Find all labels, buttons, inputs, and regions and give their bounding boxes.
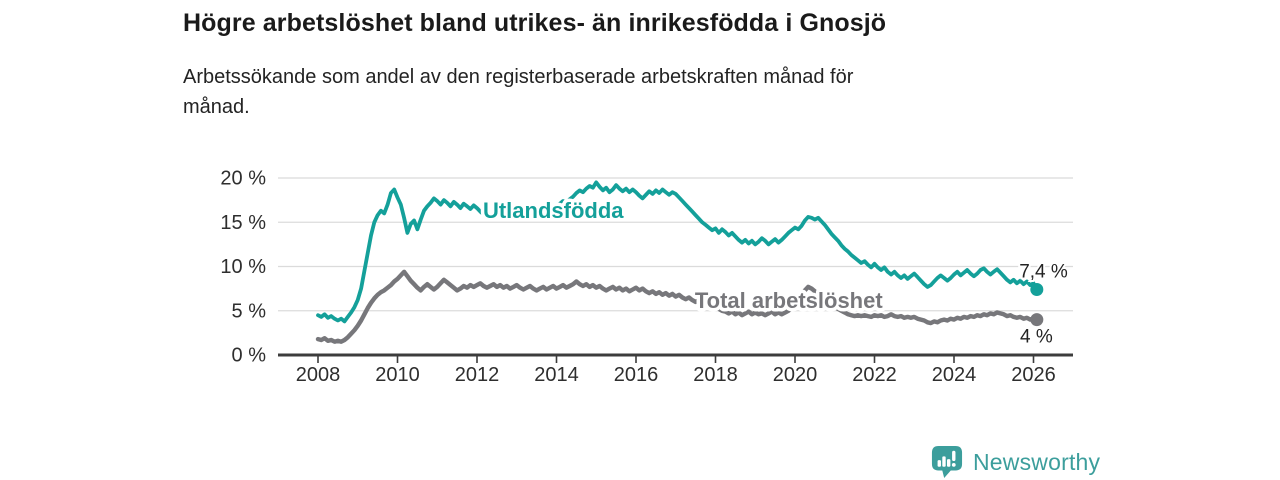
series-end-value-label-utlandsfodda: 7,4 % <box>1019 262 1068 283</box>
x-axis-tick-label-2016: 2016 <box>614 364 659 386</box>
x-axis-tick-label-2024: 2024 <box>932 364 977 386</box>
newsworthy-logo: Newsworthy <box>931 445 1100 479</box>
series-end-dot-total-arbetsloshet <box>1030 313 1044 327</box>
y-axis-tick-label-20-: 20 % <box>220 168 266 190</box>
y-axis-tick-label-0-: 0 % <box>232 345 267 367</box>
x-axis-tick-label-2022: 2022 <box>852 364 897 386</box>
series-end-dot-utlandsfodda <box>1030 283 1044 297</box>
x-axis-tick-label-2020: 2020 <box>773 364 818 386</box>
y-axis-tick-label-15-: 15 % <box>220 212 266 234</box>
x-axis-tick-label-2026: 2026 <box>1011 364 1056 386</box>
bar-chart-speech-bubble-icon <box>931 446 963 478</box>
newsworthy-logo-text: Newsworthy <box>973 448 1101 475</box>
series-label-utlandsfodda: Utlandsfödda <box>483 198 624 223</box>
chart-subtitle-line-1: Arbetssökande som andel av den registerb… <box>183 66 854 88</box>
y-axis-tick-label-5-: 5 % <box>232 300 267 322</box>
x-axis-tick-label-2008: 2008 <box>296 364 341 386</box>
series-end-value-label-total-arbetsloshet: 4 % <box>1020 327 1053 348</box>
chart-title: Högre arbetslöshet bland utrikes- än inr… <box>183 9 887 37</box>
x-axis-tick-label-2012: 2012 <box>455 364 500 386</box>
x-axis-tick-label-2014: 2014 <box>534 364 579 386</box>
series-label-total-arbetsloshet: Total arbetslöshet <box>695 288 884 313</box>
y-axis-tick-label-10-: 10 % <box>220 256 266 278</box>
x-axis-tick-label-2010: 2010 <box>375 364 420 386</box>
series-line-total-arbetsloshet <box>315 269 1040 344</box>
series-line-utlandsfodda <box>316 180 1039 324</box>
chart-subtitle: Arbetssökande som andel av den registerb… <box>183 62 853 122</box>
chart-subtitle-line-2: månad. <box>183 96 250 118</box>
x-axis-tick-label-2018: 2018 <box>693 364 738 386</box>
